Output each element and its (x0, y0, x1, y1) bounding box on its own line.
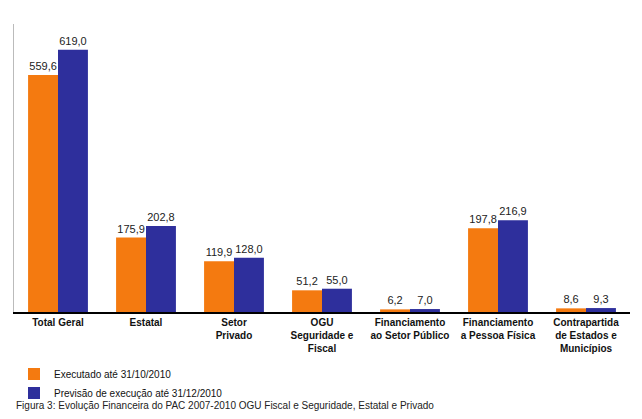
svg-text:8,6: 8,6 (563, 293, 578, 305)
svg-text:Financiamentoa Pessoa Física: Financiamentoa Pessoa Física (461, 317, 536, 341)
svg-text:619,0: 619,0 (59, 35, 87, 47)
svg-text:Total Geral: Total Geral (32, 317, 84, 328)
svg-text:51,2: 51,2 (296, 275, 317, 287)
svg-text:559,6: 559,6 (29, 60, 57, 72)
svg-text:128,0: 128,0 (235, 243, 263, 255)
svg-text:Executado até 31/10/2010: Executado até 31/10/2010 (54, 369, 171, 380)
svg-text:Contrapartidade Estados eMunic: Contrapartidade Estados eMunicípios (553, 317, 619, 354)
svg-text:SetorPrivado: SetorPrivado (216, 317, 253, 341)
svg-text:119,9: 119,9 (206, 246, 233, 258)
svg-text:175,9: 175,9 (117, 223, 145, 235)
svg-text:Estatal: Estatal (130, 317, 163, 328)
svg-text:Financiamentoao Setor Público: Financiamentoao Setor Público (371, 317, 450, 341)
svg-text:202,8: 202,8 (147, 211, 175, 223)
svg-text:55,0: 55,0 (326, 274, 347, 286)
svg-text:6,2: 6,2 (387, 294, 402, 306)
svg-text:9,3: 9,3 (593, 293, 608, 305)
svg-text:Figura 3: Evolução Financeira: Figura 3: Evolução Financeira do PAC 200… (16, 400, 434, 411)
svg-text:OGUSeguridade eFiscal: OGUSeguridade eFiscal (291, 317, 354, 354)
svg-text:197,8: 197,8 (469, 213, 497, 225)
svg-text:7,0: 7,0 (417, 294, 432, 306)
svg-text:Previsão de execução até 31/12: Previsão de execução até 31/12/2010 (54, 388, 222, 399)
svg-text:216,9: 216,9 (499, 205, 527, 217)
